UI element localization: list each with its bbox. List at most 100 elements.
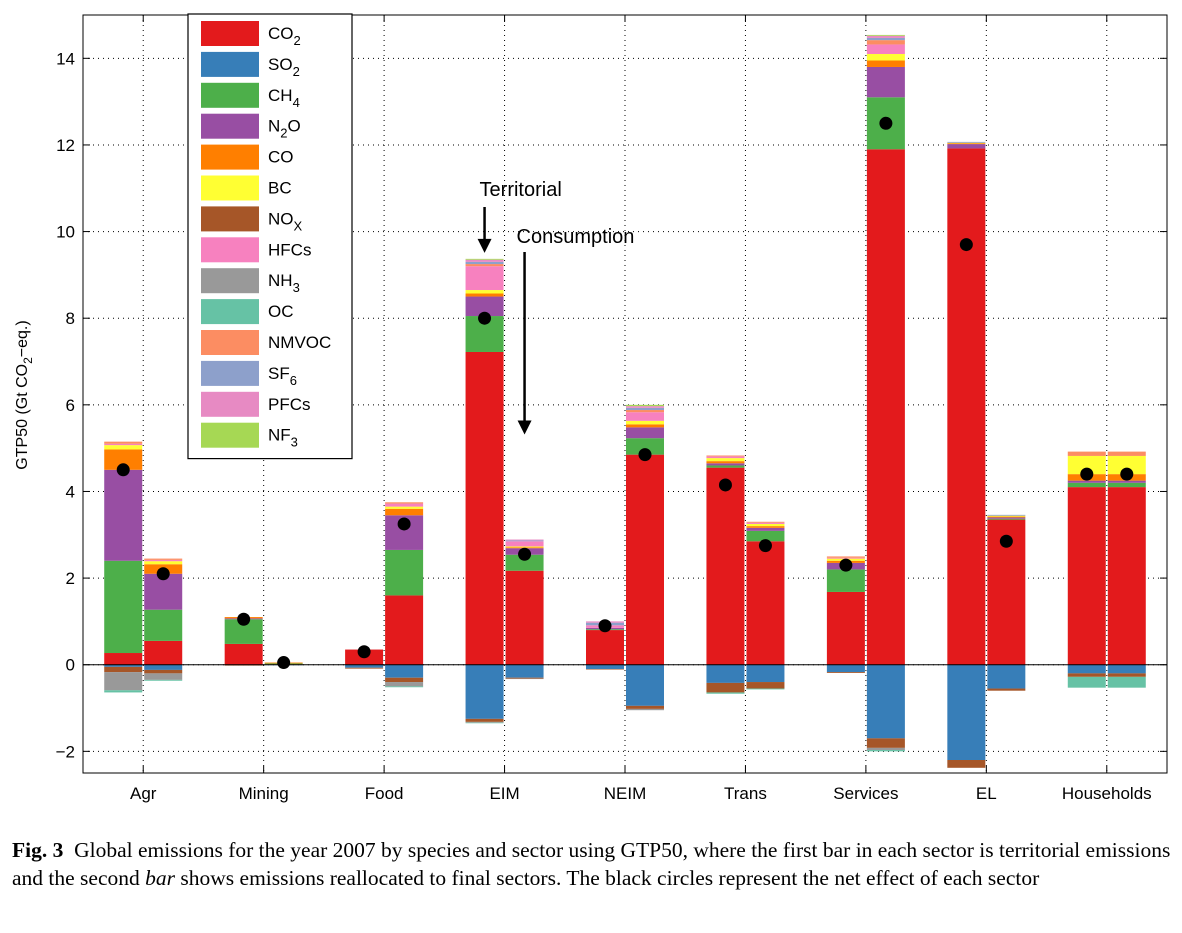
y-tick-label: 6 (66, 396, 75, 415)
legend-swatch-co2 (201, 21, 259, 46)
bar-segment-agr-territorial-n2o (104, 469, 143, 561)
legend-label-nf3: NF3 (268, 426, 298, 450)
bar-segment-agr-consumption-nmvoc (144, 558, 183, 560)
caption-label: Fig. 3 (12, 838, 64, 862)
bar-segment-neim-consumption-nh3-neg (626, 708, 664, 711)
bar-segment-neim-consumption-n2o (626, 427, 664, 439)
bar-segment-agr-territorial-ch4 (104, 560, 143, 654)
bar-segment-services-territorial-nmvoc (826, 556, 865, 558)
bar-segment-food-consumption-co2 (385, 595, 424, 665)
y-tick-label: 12 (56, 136, 75, 155)
bar-segment-agr-consumption-bc (144, 561, 183, 565)
bar-segment-el-territorial-n2o (947, 144, 986, 149)
bar-segment-agr-consumption-nh3-neg (144, 673, 183, 680)
bar-segment-food-consumption-nox-neg (385, 677, 424, 683)
legend-label-n2o: N2O (268, 117, 301, 141)
legend-label-pfcs: PFCs (268, 395, 311, 414)
bar-segment-neim-territorial-so2-neg (586, 664, 624, 670)
bar-segment-eim-consumption-ch4 (505, 554, 544, 571)
legend-label-co: CO (268, 148, 294, 167)
net-dot-food-consumption (397, 517, 411, 531)
bar-segment-trans-territorial-nox-neg (706, 682, 745, 693)
legend-swatch-so2 (201, 51, 259, 77)
bar-segment-eim-consumption-hfcs (505, 541, 544, 547)
net-dot-mining-territorial (237, 612, 251, 626)
net-dot-eim-consumption (518, 547, 532, 561)
bar-segment-services-territorial-co2 (826, 591, 865, 665)
bar-segment-food-consumption-ch4 (385, 549, 424, 596)
bar-segment-services-territorial-hfcs (826, 557, 865, 559)
bar-segment-agr-consumption-so2-neg (144, 664, 183, 670)
bar-segment-eim-territorial-hfcs (465, 266, 504, 291)
bar-segment-agr-territorial-so2-neg (104, 664, 143, 667)
bar-segment-eim-consumption-sf6 (505, 540, 544, 542)
bar-segment-trans-consumption-co2 (746, 541, 785, 665)
bar-segment-agr-consumption-co2 (144, 640, 183, 665)
net-dot-services-territorial (839, 558, 853, 572)
annotation-territorial: Territorial (480, 179, 562, 201)
bar-segment-neim-consumption-hfcs (626, 412, 664, 421)
y-tick-label: −2 (56, 742, 75, 761)
x-tick-label: EIM (489, 784, 519, 803)
net-dot-agr-territorial (116, 463, 130, 477)
x-tick-label: Services (833, 784, 898, 803)
net-dot-households-territorial (1080, 467, 1094, 481)
annotation-consumption: Consumption (517, 226, 635, 248)
bar-segment-food-territorial-so2-neg (345, 664, 384, 668)
legend-swatch-pfcs (201, 391, 259, 417)
chart-figure: GTP50 (Gt CO2−eq.) −2 0 2 4 6 8 10 12 14 Agr Minin… (14, 13, 1168, 803)
bar-segment-eim-consumption-bc (505, 546, 544, 548)
bar-segment-trans-consumption-nox-neg (746, 682, 785, 689)
net-dot-trans-territorial (718, 478, 732, 492)
bar-segment-services-consumption-co (866, 60, 905, 67)
bar-segment-agr-consumption-hfcs (144, 559, 183, 562)
y-tick-label: 0 (66, 656, 75, 675)
bar-segment-services-consumption-pfcs (866, 35, 905, 38)
figure-caption: Fig. 3 Global emissions for the year 200… (12, 836, 1172, 892)
bar-segment-services-consumption-co2 (866, 149, 905, 665)
y-tick-label: 8 (66, 309, 75, 328)
x-tick-label: Food (365, 784, 404, 803)
bar-segment-households-consumption-ch4 (1107, 482, 1146, 488)
bar-segment-eim-territorial-nmvoc (465, 264, 504, 267)
bar-segment-el-territorial-sf6 (947, 141, 986, 143)
caption-text-end: shows emissions reallocated to final sec… (175, 866, 1040, 890)
bar-segment-neim-consumption-co2 (626, 454, 664, 665)
x-tick-label: EL (976, 784, 997, 803)
bar-segment-trans-territorial-oc-neg (706, 692, 745, 694)
legend-swatch-ch4 (201, 82, 259, 108)
bar-segment-agr-consumption-nox-neg (144, 669, 183, 674)
bar-segment-households-consumption-oc-neg (1107, 676, 1146, 688)
bar-segment-el-territorial-bc (947, 142, 986, 144)
legend-swatch-oc (201, 299, 259, 325)
bar-segment-services-consumption-oc-neg (866, 750, 905, 752)
legend-label-hfcs: HFCs (268, 240, 311, 259)
bar-segment-services-consumption-nf3 (866, 34, 905, 36)
legend-swatch-nmvoc (201, 330, 259, 355)
legend-swatch-nh3 (201, 268, 259, 294)
bar-segment-eim-territorial-nox-neg (465, 718, 504, 722)
bar-segment-agr-territorial-nox-neg (104, 666, 143, 673)
bar-segment-el-territorial-nox-neg (947, 760, 986, 768)
legend-swatch-hfcs (201, 237, 259, 263)
bar-segment-trans-territorial-bc (706, 458, 745, 462)
bar-segment-services-consumption-nmvoc (866, 40, 905, 45)
legend-label-nh3: NH3 (268, 271, 300, 295)
bar-segment-trans-territorial-so2-neg (706, 664, 745, 683)
legend-label-nmvoc: NMVOC (268, 333, 331, 352)
caption-text: Global emissions for the year 2007 by sp… (12, 838, 1171, 890)
legend-label-bc: BC (268, 179, 292, 198)
net-dot-mining-consumption (277, 656, 291, 670)
bar-segment-agr-territorial-bc (104, 445, 143, 450)
bar-segment-trans-consumption-ch4 (746, 530, 785, 542)
legend-label-sf6: SF6 (268, 364, 297, 388)
bar-segment-households-consumption-co2 (1107, 487, 1146, 665)
bar-segment-households-territorial-nmvoc (1067, 451, 1106, 456)
bar-segment-eim-territorial-co2 (465, 351, 504, 665)
net-dot-neim-territorial (598, 619, 612, 633)
legend-label-ch4: CH4 (268, 86, 300, 110)
bar-segment-trans-consumption-bc (746, 523, 785, 527)
bar-segment-households-consumption-nox-neg (1107, 673, 1146, 677)
caption-italic: bar (145, 866, 176, 890)
bar-segment-el-consumption-ch4 (987, 518, 1026, 520)
